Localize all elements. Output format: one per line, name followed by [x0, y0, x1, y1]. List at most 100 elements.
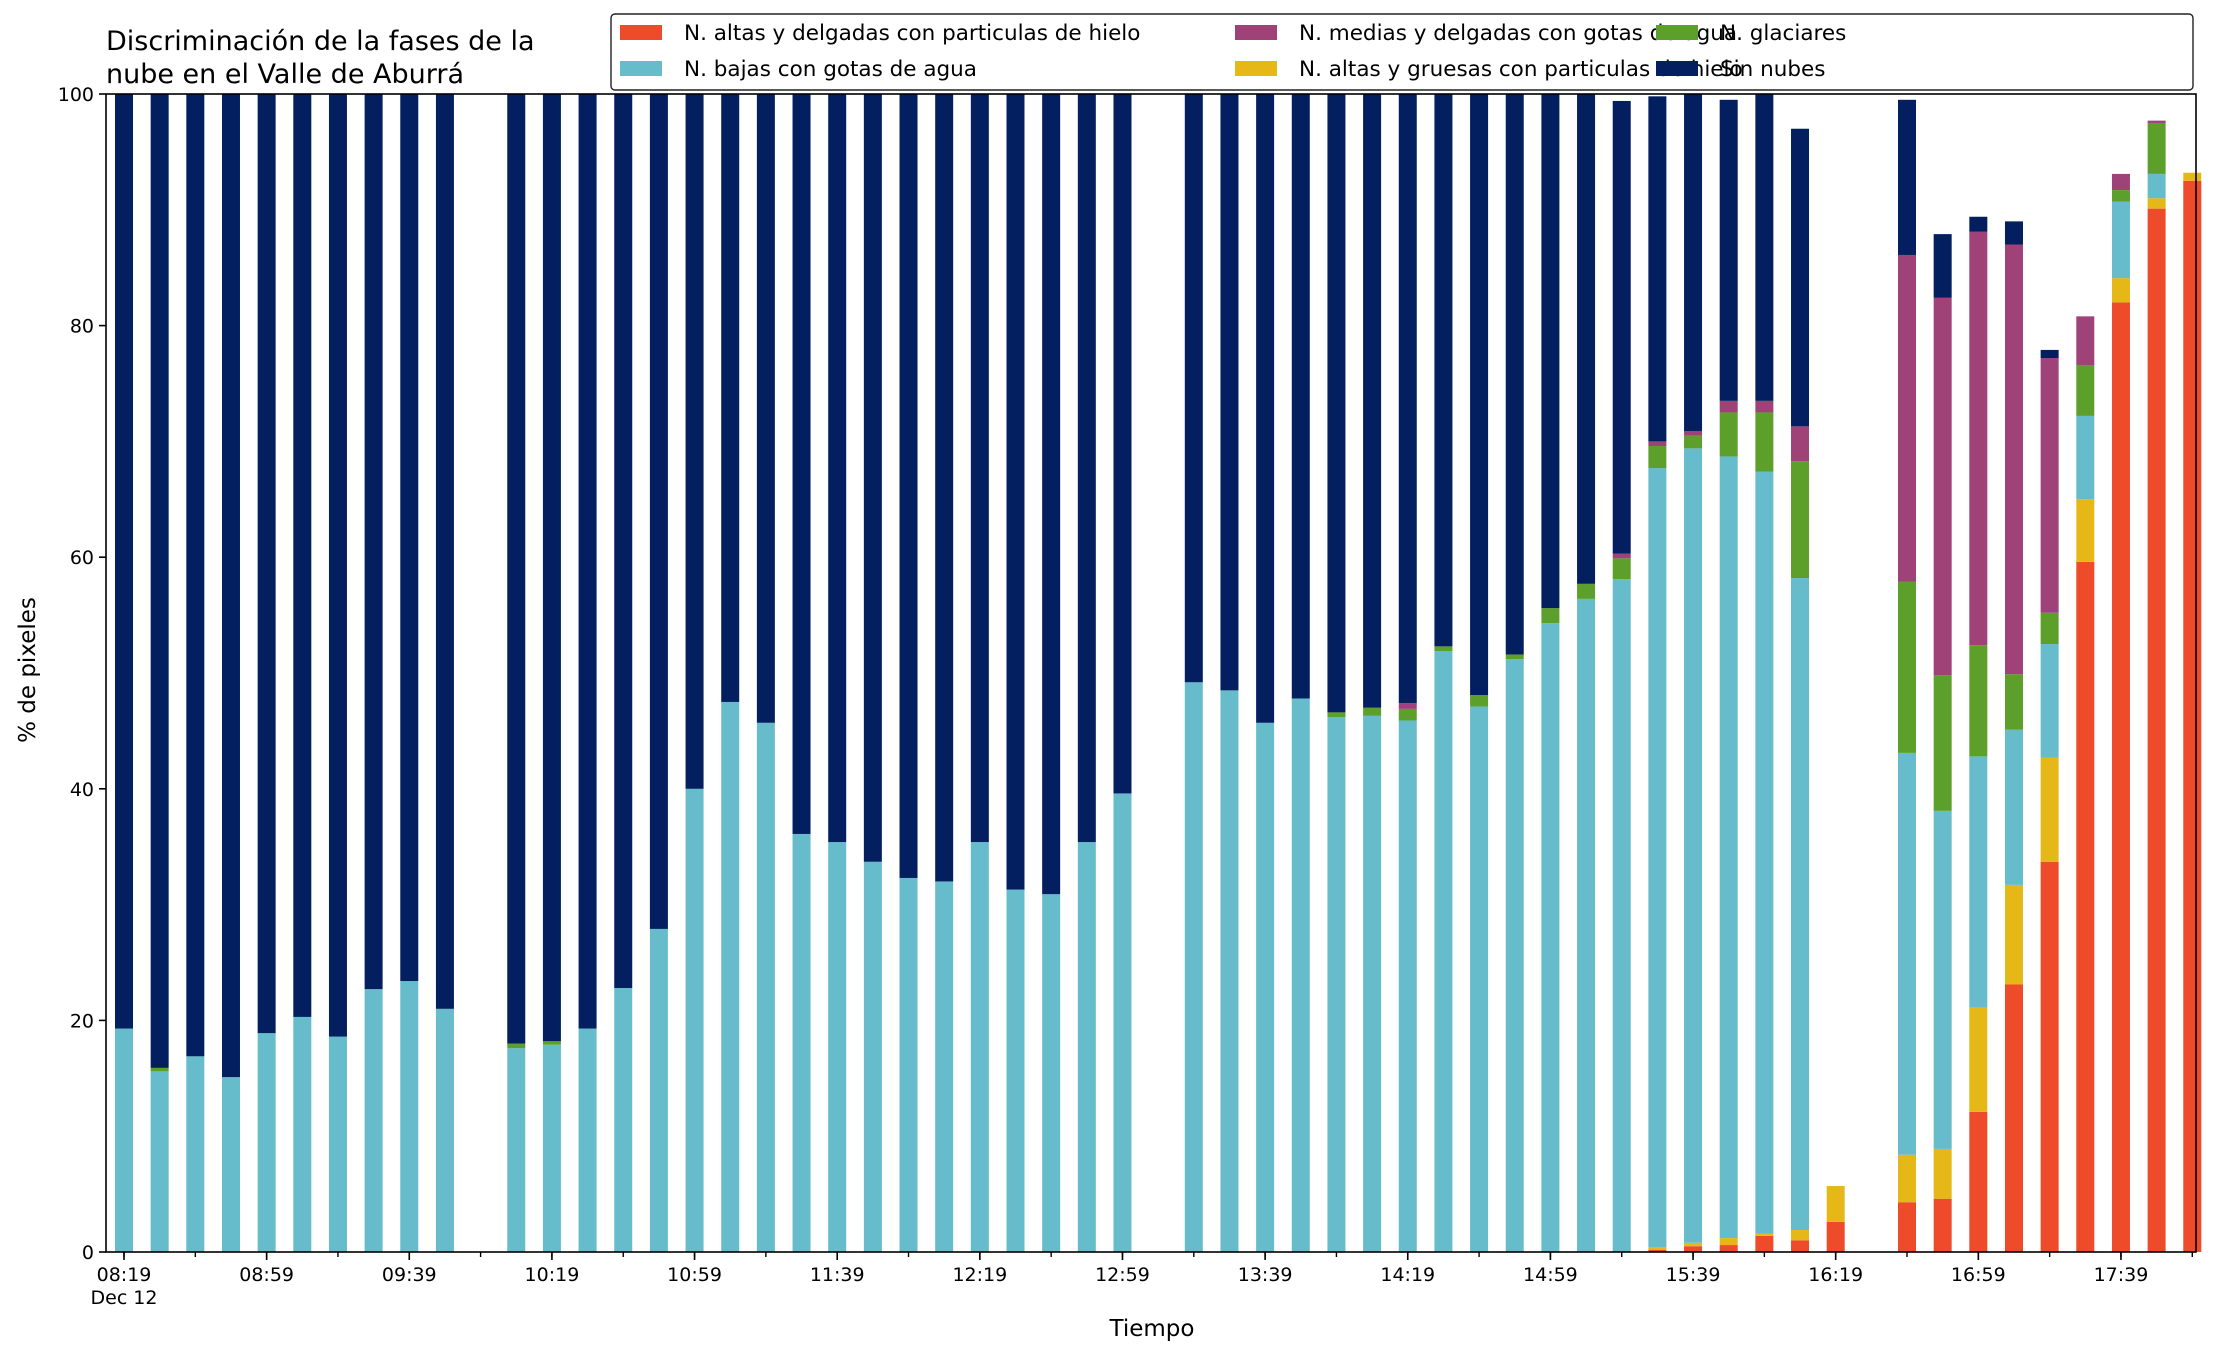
bar-segment-2-37 — [1434, 651, 1453, 1252]
bar-segment-4-54 — [2040, 358, 2059, 613]
bar-segment-5-24 — [970, 94, 989, 843]
x-tick-label-4: 10:59 — [667, 1264, 722, 1286]
bar-segment-4-36 — [1398, 703, 1417, 709]
bar-segment-0-50 — [1898, 1202, 1916, 1252]
bar-segment-5-7 — [364, 94, 383, 990]
y-tick-label-0: 0 — [82, 1242, 94, 1264]
bar-segment-5-53 — [2004, 221, 2023, 245]
bar-segment-5-47 — [1791, 128, 1810, 427]
bar-segment-0-55 — [2076, 561, 2095, 1252]
bar-segment-5-50 — [1898, 99, 1916, 255]
y-tick-label-5: 100 — [58, 84, 94, 106]
bar-segment-1-56 — [2111, 278, 2130, 303]
bar-segment-3-38 — [1470, 695, 1489, 707]
x-tick-label-12: 16:19 — [1808, 1264, 1863, 1286]
bar-segment-2-25 — [1006, 889, 1025, 1252]
bar-segment-5-12 — [542, 94, 561, 1042]
bar-segment-4-56 — [2111, 173, 2130, 191]
bar-segment-1-58 — [2183, 172, 2202, 181]
bar-segment-2-9 — [435, 1008, 454, 1252]
bar-segment-0-53 — [2004, 984, 2023, 1252]
bar-segment-5-38 — [1470, 94, 1489, 695]
bar-segment-2-53 — [2004, 729, 2023, 885]
bar-segment-2-12 — [542, 1044, 561, 1252]
bar-segment-1-54 — [2040, 757, 2059, 862]
bar-segment-5-26 — [1042, 94, 1061, 895]
bar-segment-3-50 — [1898, 581, 1916, 753]
bar-segment-2-44 — [1684, 448, 1703, 1243]
bar-segment-3-35 — [1363, 707, 1382, 716]
bar-segment-3-55 — [2076, 364, 2095, 416]
bar-segment-4-57 — [2147, 120, 2166, 123]
bar-segment-1-52 — [1969, 1007, 1988, 1112]
legend-label-0: N. altas y delgadas con particulas de hi… — [684, 21, 1140, 46]
bar-segment-4-52 — [1969, 231, 1988, 646]
bar-segment-2-18 — [756, 722, 775, 1252]
y-axis-label: % de pixeles — [15, 597, 41, 743]
x-tick-label-10: 14:59 — [1523, 1264, 1578, 1286]
bar-segment-1-43 — [1648, 1247, 1667, 1250]
bar-segment-2-20 — [828, 842, 847, 1252]
bar-segment-3-41 — [1577, 583, 1596, 599]
x-tick-label-8: 13:39 — [1238, 1264, 1293, 1286]
legend-swatch-5 — [1656, 61, 1698, 76]
bar-segment-2-50 — [1898, 752, 1916, 1155]
bar-segment-0-46 — [1755, 1235, 1774, 1252]
bar-segment-5-6 — [328, 94, 347, 1037]
bar-segment-1-57 — [2147, 198, 2166, 209]
bar-segment-5-32 — [1256, 94, 1275, 723]
bar-segment-5-52 — [1969, 216, 1988, 232]
bar-segment-5-4 — [257, 94, 276, 1034]
bar-segment-2-6 — [328, 1036, 347, 1252]
bar-segment-1-53 — [2004, 884, 2023, 985]
bar-segment-2-1 — [150, 1071, 169, 1252]
bar-segment-2-40 — [1541, 623, 1560, 1252]
bar-segment-1-46 — [1755, 1233, 1774, 1236]
bar-segment-5-16 — [685, 94, 704, 789]
bar-segment-2-22 — [899, 877, 918, 1252]
bar-segment-1-50 — [1898, 1154, 1916, 1203]
bar-segment-2-46 — [1755, 471, 1774, 1234]
bar-segment-5-46 — [1755, 94, 1774, 401]
bar-segment-5-35 — [1363, 94, 1382, 708]
bar-segment-2-38 — [1470, 706, 1489, 1252]
bar-segment-1-48 — [1826, 1185, 1845, 1222]
bar-segment-4-50 — [1898, 254, 1916, 582]
chart-title-line-1: Discriminación de la fases de la — [106, 26, 535, 57]
bar-segment-1-51 — [1933, 1148, 1952, 1199]
bar-segment-3-37 — [1434, 646, 1453, 651]
bar-segment-4-45 — [1719, 400, 1738, 413]
bar-segment-5-39 — [1505, 94, 1524, 655]
bar-segment-2-31 — [1220, 690, 1239, 1252]
bar-segment-4-42 — [1612, 553, 1631, 559]
bar-segment-2-19 — [792, 833, 811, 1252]
bar-segment-2-34 — [1327, 717, 1346, 1252]
bar-segment-5-5 — [293, 94, 312, 1017]
y-tick-label-2: 40 — [70, 779, 94, 801]
legend-swatch-0 — [620, 25, 662, 40]
bar-segment-3-11 — [507, 1043, 526, 1049]
bar-segment-4-44 — [1684, 430, 1703, 436]
bar-segment-4-47 — [1791, 426, 1810, 462]
x-tick-label-6: 12:19 — [952, 1264, 1007, 1286]
bar-segment-5-17 — [721, 94, 740, 702]
bar-segment-3-40 — [1541, 608, 1560, 624]
bar-segment-5-28 — [1113, 94, 1132, 794]
bar-segment-5-23 — [935, 94, 954, 882]
legend-frame — [610, 13, 2194, 91]
bar-segment-2-23 — [935, 881, 954, 1252]
bar-segment-1-45 — [1719, 1238, 1738, 1246]
bar-segment-5-22 — [899, 94, 918, 878]
bar-segment-0-45 — [1719, 1245, 1738, 1252]
legend-label-5: Sin nubes — [1720, 57, 1825, 82]
bar-segment-5-25 — [1006, 94, 1025, 890]
bars-layer — [115, 94, 2202, 1253]
bar-segment-0-57 — [2147, 208, 2166, 1252]
bar-segment-5-3 — [221, 94, 240, 1078]
bar-segment-2-45 — [1719, 456, 1738, 1239]
x-tick-label-5: 11:39 — [810, 1264, 865, 1286]
bar-segment-2-2 — [186, 1056, 205, 1252]
bar-segment-5-54 — [2040, 349, 2059, 359]
bar-segment-5-37 — [1434, 94, 1453, 647]
